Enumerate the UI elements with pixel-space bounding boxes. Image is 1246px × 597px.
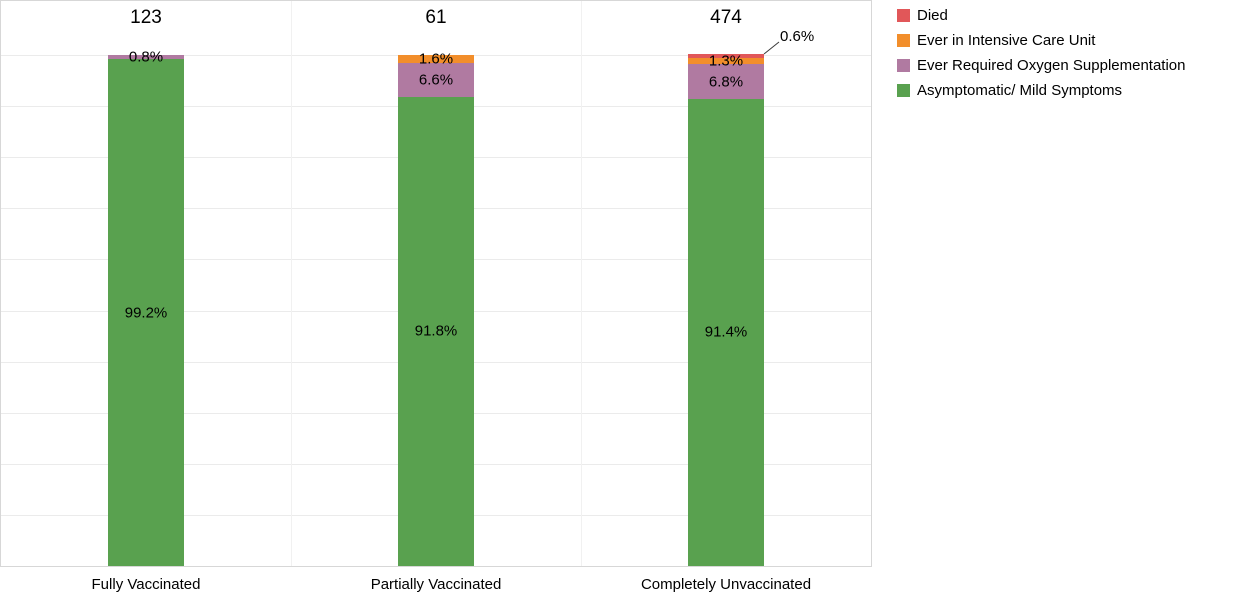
legend-item[interactable]: Died <box>897 6 1186 24</box>
bar-total-count: 123 <box>130 7 162 28</box>
bar-segment[interactable] <box>688 54 764 58</box>
segment-label: 91.4% <box>704 323 748 341</box>
bar-segment[interactable] <box>688 98 764 566</box>
legend: Died Ever in Intensive Care Unit Ever Requ… <box>897 6 1186 99</box>
panel-divider <box>581 1 582 566</box>
bar-total-count: 474 <box>710 7 742 28</box>
legend-item-label: Ever Required Oxygen Supplementation <box>917 56 1186 74</box>
plot-area: 0.6% 99.2% 0.8% 123 91.8% 6.6% 1.6% 61 91.4% 6.8… <box>0 0 872 567</box>
annotation-died-percent: 0.6% <box>780 28 815 45</box>
legend-swatch-icon <box>897 83 910 97</box>
bar-segment[interactable] <box>688 57 764 65</box>
legend-swatch-icon <box>897 58 910 72</box>
segment-label: 99.2% <box>124 304 168 322</box>
bar-total-count: 61 <box>425 7 447 28</box>
x-axis-label: Partially Vaccinated <box>370 576 502 593</box>
legend-item-label: Asymptomatic/ Mild Symptoms <box>917 81 1123 99</box>
bar-segment[interactable] <box>398 55 474 64</box>
legend-item-label: Died <box>917 6 948 24</box>
legend-item[interactable]: Asymptomatic/ Mild Symptoms <box>897 81 1186 99</box>
segment-label: 6.8% <box>708 73 744 91</box>
segment-label: 1.6% <box>418 50 454 68</box>
x-axis-label: Fully Vaccinated <box>91 576 201 593</box>
legend-item[interactable]: Ever in Intensive Care Unit <box>897 31 1186 49</box>
bar-segment[interactable] <box>108 55 184 60</box>
bar-segment[interactable] <box>688 64 764 99</box>
legend-swatch-icon <box>897 33 910 47</box>
legend-swatch-icon <box>897 8 910 22</box>
panel-divider <box>291 1 292 566</box>
segment-label: 91.8% <box>414 322 458 340</box>
segment-label: 1.3% <box>708 52 744 70</box>
segment-label: 0.8% <box>128 48 164 66</box>
bar-segment[interactable] <box>108 59 184 566</box>
legend-item-label: Ever in Intensive Care Unit <box>917 31 1096 49</box>
legend-item[interactable]: Ever Required Oxygen Supplementation <box>897 56 1186 74</box>
bar-segment[interactable] <box>398 96 474 566</box>
bar-segment[interactable] <box>398 63 474 97</box>
segment-label: 6.6% <box>418 71 454 89</box>
x-axis-label: Completely Unvaccinated <box>640 576 812 593</box>
